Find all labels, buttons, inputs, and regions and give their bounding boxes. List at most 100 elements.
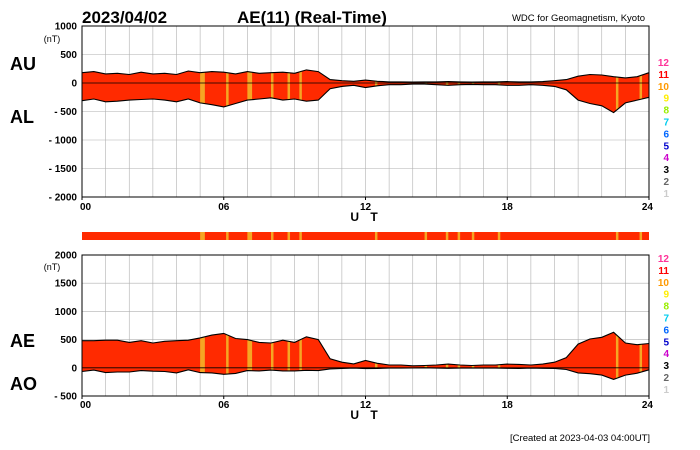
organization-label: WDC for Geomagnetism, Kyoto [512, 13, 645, 24]
top-legend-station-9: 9 [663, 94, 669, 105]
date-label: 2023/04/02 [82, 8, 167, 27]
top-y-tick-label: 1000 [55, 22, 78, 33]
station-strip-band [247, 232, 253, 240]
bottom-y-tick-label: 1500 [55, 279, 78, 290]
bottom-station-band [374, 332, 378, 380]
bottom-y-tick-label: 0 [71, 363, 77, 374]
bottom-series-ao-line [81, 367, 650, 380]
bottom-series-ae-line [82, 331, 650, 367]
top-station-band [615, 69, 619, 113]
bottom-station-band [445, 332, 449, 380]
bottom-station-band [639, 332, 643, 380]
bottom-legend-station-8: 8 [663, 302, 669, 313]
top-station-band [299, 69, 302, 113]
top-legend-station-2: 2 [663, 177, 669, 188]
top-legend-station-1: 1 [663, 189, 669, 200]
bottom-legend-station-11: 11 [658, 266, 669, 277]
station-strip-band [471, 232, 475, 240]
bottom-y-tick-label: 1000 [55, 307, 78, 318]
top-legend-station-11: 11 [658, 70, 669, 81]
station-strip-band [271, 232, 274, 240]
top-legend-station-7: 7 [663, 118, 669, 129]
bottom-x-tick-label: 06 [218, 400, 230, 411]
top-station-band [247, 69, 253, 113]
ae-label: AE [10, 331, 35, 351]
bottom-legend-station-7: 7 [663, 314, 669, 325]
bottom-legend-station-2: 2 [663, 373, 669, 384]
top-station-band [639, 69, 643, 113]
top-x-tick-label: 18 [502, 202, 514, 213]
bottom-station-band [247, 332, 253, 380]
top-x-tick-label: 06 [218, 202, 230, 213]
bottom-x-tick-label: 24 [642, 400, 654, 411]
bottom-legend-station-1: 1 [663, 385, 669, 396]
top-area-fill [82, 69, 649, 113]
bottom-station-band [271, 332, 274, 380]
station-strip-band [226, 232, 229, 240]
station-strip-band [445, 232, 449, 240]
bottom-x-axis-label: U T [350, 408, 381, 422]
au-label: AU [10, 54, 36, 74]
station-strip-band [200, 232, 205, 240]
al-label: AL [10, 107, 34, 127]
station-strip-band [639, 232, 643, 240]
top-station-band [271, 69, 274, 113]
top-x-tick-label: 24 [642, 202, 654, 213]
bottom-legend-station-6: 6 [663, 325, 669, 336]
top-station-band [200, 69, 205, 113]
bottom-station-band [200, 332, 205, 380]
top-legend-station-12: 12 [658, 58, 670, 69]
bottom-legend-station-9: 9 [663, 290, 669, 301]
top-station-band [226, 69, 229, 113]
created-timestamp: [Created at 2023-04-03 04:00UT] [510, 433, 650, 444]
station-strip-band [615, 232, 619, 240]
top-unit-label: (nT) [44, 34, 61, 44]
station-strip-band [424, 232, 428, 240]
top-legend-station-3: 3 [663, 165, 669, 176]
top-x-tick-label: 12 [360, 202, 372, 213]
top-series-al-line [81, 83, 650, 114]
bottom-y-tick-label: 500 [60, 335, 77, 346]
bottom-legend-station-4: 4 [663, 349, 669, 360]
bottom-x-tick-label: 00 [80, 400, 92, 411]
top-y-tick-label: - 2000 [49, 193, 78, 204]
top-y-tick-label: - 1500 [49, 164, 78, 175]
bottom-station-band [497, 332, 501, 380]
top-legend-station-8: 8 [663, 106, 669, 117]
station-strip [82, 232, 649, 240]
bottom-y-tick-label: 2000 [55, 251, 78, 262]
bottom-unit-label: (nT) [44, 262, 61, 272]
station-strip-band [287, 232, 291, 240]
top-y-tick-label: - 500 [54, 107, 77, 118]
bottom-legend-station-12: 12 [658, 254, 670, 265]
top-station-band [287, 69, 291, 113]
bottom-x-tick-label: 12 [360, 400, 372, 411]
top-legend-station-6: 6 [663, 129, 669, 140]
bottom-legend-station-3: 3 [663, 361, 669, 372]
top-y-tick-label: 500 [60, 50, 77, 61]
top-legend-station-5: 5 [663, 141, 669, 152]
bottom-station-band [299, 332, 302, 380]
station-strip-band [299, 232, 302, 240]
bottom-station-band [424, 332, 428, 380]
bottom-station-band [226, 332, 229, 380]
top-legend-station-10: 10 [658, 82, 670, 93]
bottom-x-tick-label: 18 [502, 400, 514, 411]
top-y-tick-label: - 1000 [49, 136, 78, 147]
top-x-axis-label: U T [350, 210, 381, 224]
station-strip-band [457, 232, 461, 240]
bottom-y-tick-label: - 500 [54, 392, 77, 403]
top-legend-station-4: 4 [663, 153, 669, 164]
bottom-legend-station-10: 10 [658, 278, 670, 289]
bottom-legend-station-5: 5 [663, 337, 669, 348]
ao-label: AO [10, 374, 37, 394]
bottom-station-band [471, 332, 475, 380]
chart-title: AE(11) (Real-Time) [237, 8, 387, 27]
station-strip-band [497, 232, 501, 240]
bottom-station-band [615, 332, 619, 380]
top-series-au-line [81, 69, 650, 83]
bottom-station-band [287, 332, 291, 380]
top-x-tick-label: 00 [80, 202, 92, 213]
